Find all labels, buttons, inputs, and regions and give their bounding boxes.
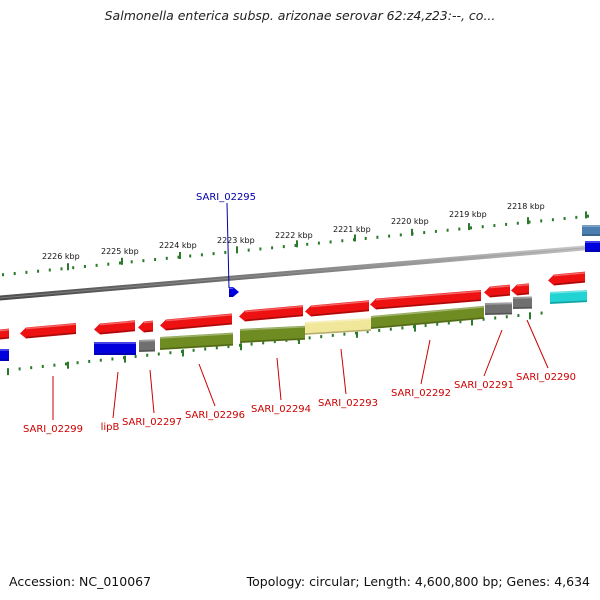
cds-arrow-shade [165, 322, 233, 331]
olive-block [371, 305, 484, 329]
callout-line [340, 348, 347, 395]
gray-block-shine [484, 302, 513, 305]
ruler-label: 2219 kbp [449, 210, 487, 219]
ruler-label: 2223 kbp [217, 236, 255, 245]
gene-label: SARI_02294 [251, 404, 311, 415]
callout-line [420, 339, 431, 385]
blue-block [585, 241, 600, 252]
topology-summary: Topology: circular; Length: 4,600,800 bp… [246, 574, 590, 589]
gene-label: SARI_02290 [516, 372, 576, 383]
cds-arrow-shade [516, 292, 530, 296]
gray-block [139, 339, 155, 352]
cds-arrow-shine [25, 323, 77, 330]
small-blue-arrow [229, 287, 239, 297]
olive-block-shade [159, 343, 234, 350]
gene-label: SARI_02299 [23, 424, 83, 435]
outer-ruler [2, 211, 589, 277]
cds-arrow-shade [0, 336, 10, 340]
cds-arrow-shine [489, 285, 511, 289]
cds-arrow [160, 313, 232, 331]
cds-arrow-shine [516, 283, 530, 287]
cds-arrow [0, 328, 9, 340]
olive-block-shine [370, 306, 485, 318]
cds-arrow [548, 271, 585, 286]
gene-label: SARI_02291 [454, 380, 514, 391]
cds-arrow-shade [25, 332, 77, 339]
cds-arrow-shade [310, 309, 370, 317]
cds-arrow [484, 284, 510, 298]
cyan-block-shade [549, 300, 588, 304]
gene-label: SARI_02296 [185, 410, 245, 421]
cds-arrow-shine [0, 329, 10, 332]
callout-line-blue [226, 202, 230, 289]
cds-arrow-shade [143, 329, 154, 333]
cds-arrow-shade [244, 314, 304, 322]
ruler-labels: 2226 kbp 2225 kbp 2224 kbp 2223 kbp 2222 kbp… [42, 202, 545, 261]
blue-block [0, 349, 9, 361]
backbone-highlight [0, 246, 600, 299]
cds-arrow [370, 290, 481, 310]
ruler-label: 2224 kbp [159, 241, 197, 250]
callout-line [198, 363, 216, 407]
gene-label: SARI_02297 [122, 417, 182, 428]
callout-line [112, 371, 119, 419]
olive-block-shade [370, 317, 485, 329]
yellow-block-shine [304, 318, 372, 324]
cyan-block-shine [549, 290, 588, 294]
ruler-label: 2220 kbp [391, 217, 429, 226]
cds-arrow-shine [99, 320, 136, 326]
cds-arrow-shine [553, 272, 586, 277]
callout-line [526, 319, 549, 369]
cds-arrow-shade [99, 329, 136, 335]
cds-arrow [511, 283, 529, 296]
callout-line [149, 369, 155, 414]
backbone [0, 244, 600, 301]
gene-label-blue: SARI_02295 [196, 192, 256, 203]
cds-arrow [305, 300, 369, 317]
cds-arrow-shade [553, 280, 586, 286]
yellow-block [305, 318, 371, 335]
gene-label: lipB [101, 422, 120, 433]
ruler-label: 2221 kbp [333, 225, 371, 234]
gene-label: SARI_02292 [391, 388, 451, 399]
yellow-block-shade [304, 329, 372, 335]
cyan-block [550, 290, 587, 304]
cds-arrow-shine [375, 290, 482, 301]
cds-arrow-shine [165, 313, 233, 322]
cds-arrow [94, 320, 135, 335]
accession-text: Accession: NC_010067 [9, 574, 152, 589]
cds-arrow [20, 322, 76, 339]
gray-block-shade [484, 312, 513, 315]
cds-arrow-shine [310, 300, 370, 308]
ruler-label: 2226 kbp [42, 252, 80, 261]
cds-arrow-shade [489, 293, 511, 298]
olive-block [160, 332, 233, 350]
gray-block [485, 302, 512, 315]
steelblue-block [582, 225, 600, 236]
ruler-label: 2222 kbp [275, 231, 313, 240]
olive-block-shine [159, 332, 234, 339]
gene-label: SARI_02293 [318, 398, 378, 409]
cds-arrow [138, 320, 153, 333]
blue-block [94, 342, 136, 355]
callout-line [276, 357, 282, 401]
map-title: Salmonella enterica subsp. arizonae sero… [104, 8, 496, 23]
olive-block-shine [239, 326, 306, 331]
cds-arrow-shine [244, 305, 304, 313]
inner-ruler [7, 311, 543, 376]
ruler-label: 2218 kbp [507, 202, 545, 211]
callout-line [483, 329, 503, 377]
cds-arrow [239, 305, 303, 322]
ruler-label: 2225 kbp [101, 247, 139, 256]
olive-block-shade [239, 338, 306, 343]
feature-track [0, 225, 600, 361]
cds-arrow-shade [375, 299, 482, 310]
cds-arrow-shine [143, 321, 154, 324]
olive-block [240, 325, 305, 343]
gray-block [513, 296, 532, 309]
